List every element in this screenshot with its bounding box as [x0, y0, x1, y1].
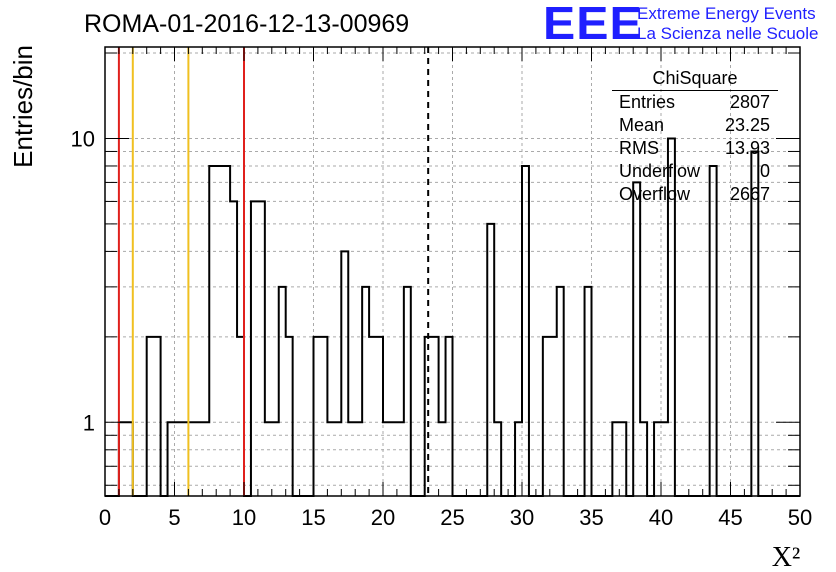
stats-value: 2667 [729, 184, 770, 204]
stats-value: 23.25 [724, 115, 770, 135]
stats-title: ChiSquare [652, 68, 738, 88]
histogram-bin [147, 337, 154, 496]
histogram-bin [279, 287, 286, 496]
x-tick-label: 10 [232, 505, 256, 530]
stats-row-entries: Entries 2807 [612, 92, 770, 114]
logo-text-line2: La Scienza nelle Scuole [637, 24, 819, 43]
y-axis: 1 10 [71, 52, 800, 486]
histogram-bin [216, 166, 223, 496]
x-tick-label: 35 [579, 505, 603, 530]
histogram-bin [362, 287, 369, 496]
histogram-bin [550, 337, 557, 496]
stats-row-rms: RMS 13.93 [612, 138, 770, 160]
histogram-bin [710, 166, 717, 496]
histogram-bin [432, 337, 439, 496]
histogram-bin [223, 166, 230, 496]
histogram-bin [585, 287, 592, 496]
histogram-bin [181, 422, 188, 496]
y-tick-label: 10 [71, 126, 95, 151]
histogram-bin [251, 201, 258, 496]
histogram-bin [355, 422, 362, 496]
histogram-bin [341, 251, 348, 496]
stats-label: Entries [619, 92, 676, 112]
histogram-bin [154, 337, 161, 496]
histogram-bin [390, 422, 397, 496]
stats-box: ChiSquare Entries 2807 Mean 23.25 RMS 13… [612, 68, 778, 204]
logo-text-line1: Extreme Energy Events [637, 4, 816, 23]
x-tick-label: 25 [440, 505, 464, 530]
x-tick-label: 15 [301, 505, 325, 530]
histogram-bin [557, 287, 564, 496]
x-tick-label: 45 [718, 505, 742, 530]
x-tick-label: 5 [168, 505, 180, 530]
histogram-series [105, 137, 800, 497]
y-tick-label: 1 [83, 410, 95, 435]
histogram-bin [633, 182, 640, 496]
histogram-bin [258, 201, 265, 496]
histogram-bin [320, 337, 327, 496]
x-tick-label: 30 [510, 505, 534, 530]
stats-separator [612, 90, 778, 91]
histogram-bin [404, 287, 411, 496]
histogram-bin [640, 422, 647, 496]
stats-row-mean: Mean 23.25 [612, 115, 770, 137]
x-axis: 0 5 10 15 20 25 30 35 40 45 50 [99, 47, 812, 530]
histogram-bin [175, 422, 182, 496]
histogram-bin [654, 422, 661, 496]
histogram-bin [522, 166, 529, 496]
histogram-bin [188, 422, 195, 496]
stats-label: RMS [619, 138, 659, 158]
histogram-bin [383, 422, 390, 496]
stats-row-overflow: Overflow 2667 [612, 184, 770, 206]
histogram-bin [195, 422, 202, 496]
logo-mark: EEE [543, 0, 643, 49]
stats-value: 13.93 [724, 138, 770, 158]
eee-logo: EEE Extreme Energy Events La Scienza nel… [541, 0, 836, 49]
histogram-bin [661, 422, 668, 496]
x-tick-label: 40 [649, 505, 673, 530]
histogram-bin [612, 422, 619, 496]
histogram-bin [334, 422, 341, 496]
stats-value: 0 [759, 161, 770, 181]
histogram-bin [369, 337, 376, 496]
histogram-bin [272, 422, 279, 496]
histogram-bin [515, 422, 522, 496]
histogram-bin [230, 201, 237, 496]
histogram-bin [237, 337, 244, 496]
histogram-bin [314, 337, 321, 496]
histogram-bin [168, 422, 175, 496]
histogram-bin [543, 337, 550, 496]
stats-label: Mean [619, 115, 665, 135]
histogram-bin [209, 166, 216, 496]
stats-label: Overflow [619, 184, 691, 204]
histogram-bin [119, 422, 126, 496]
x-tick-label: 20 [371, 505, 395, 530]
x-tick-label: 0 [99, 505, 111, 530]
x-tick-label: 50 [788, 505, 812, 530]
histogram-bin [397, 422, 404, 496]
plot-title: ROMA-01-2016-12-13-00969 [84, 10, 410, 38]
x-axis-label: X² [772, 542, 801, 572]
histogram-bin [494, 422, 501, 496]
histogram-bin [446, 337, 453, 496]
stats-row-underflow: Underflow 0 [612, 161, 770, 183]
histogram-bin [126, 422, 133, 496]
stats-value: 2807 [729, 92, 770, 112]
histogram-bin [348, 422, 355, 496]
histogram-bin [619, 422, 626, 496]
histogram-bin [286, 337, 293, 496]
histogram-bin [327, 422, 334, 496]
histogram-bin [439, 422, 446, 496]
histogram-bin [376, 337, 383, 496]
stats-label: Underflow [619, 161, 701, 181]
histogram-bin [202, 422, 209, 496]
histogram-bin [265, 422, 272, 496]
y-axis-label: Entries/bin [8, 45, 38, 168]
histogram-bin [487, 224, 494, 496]
